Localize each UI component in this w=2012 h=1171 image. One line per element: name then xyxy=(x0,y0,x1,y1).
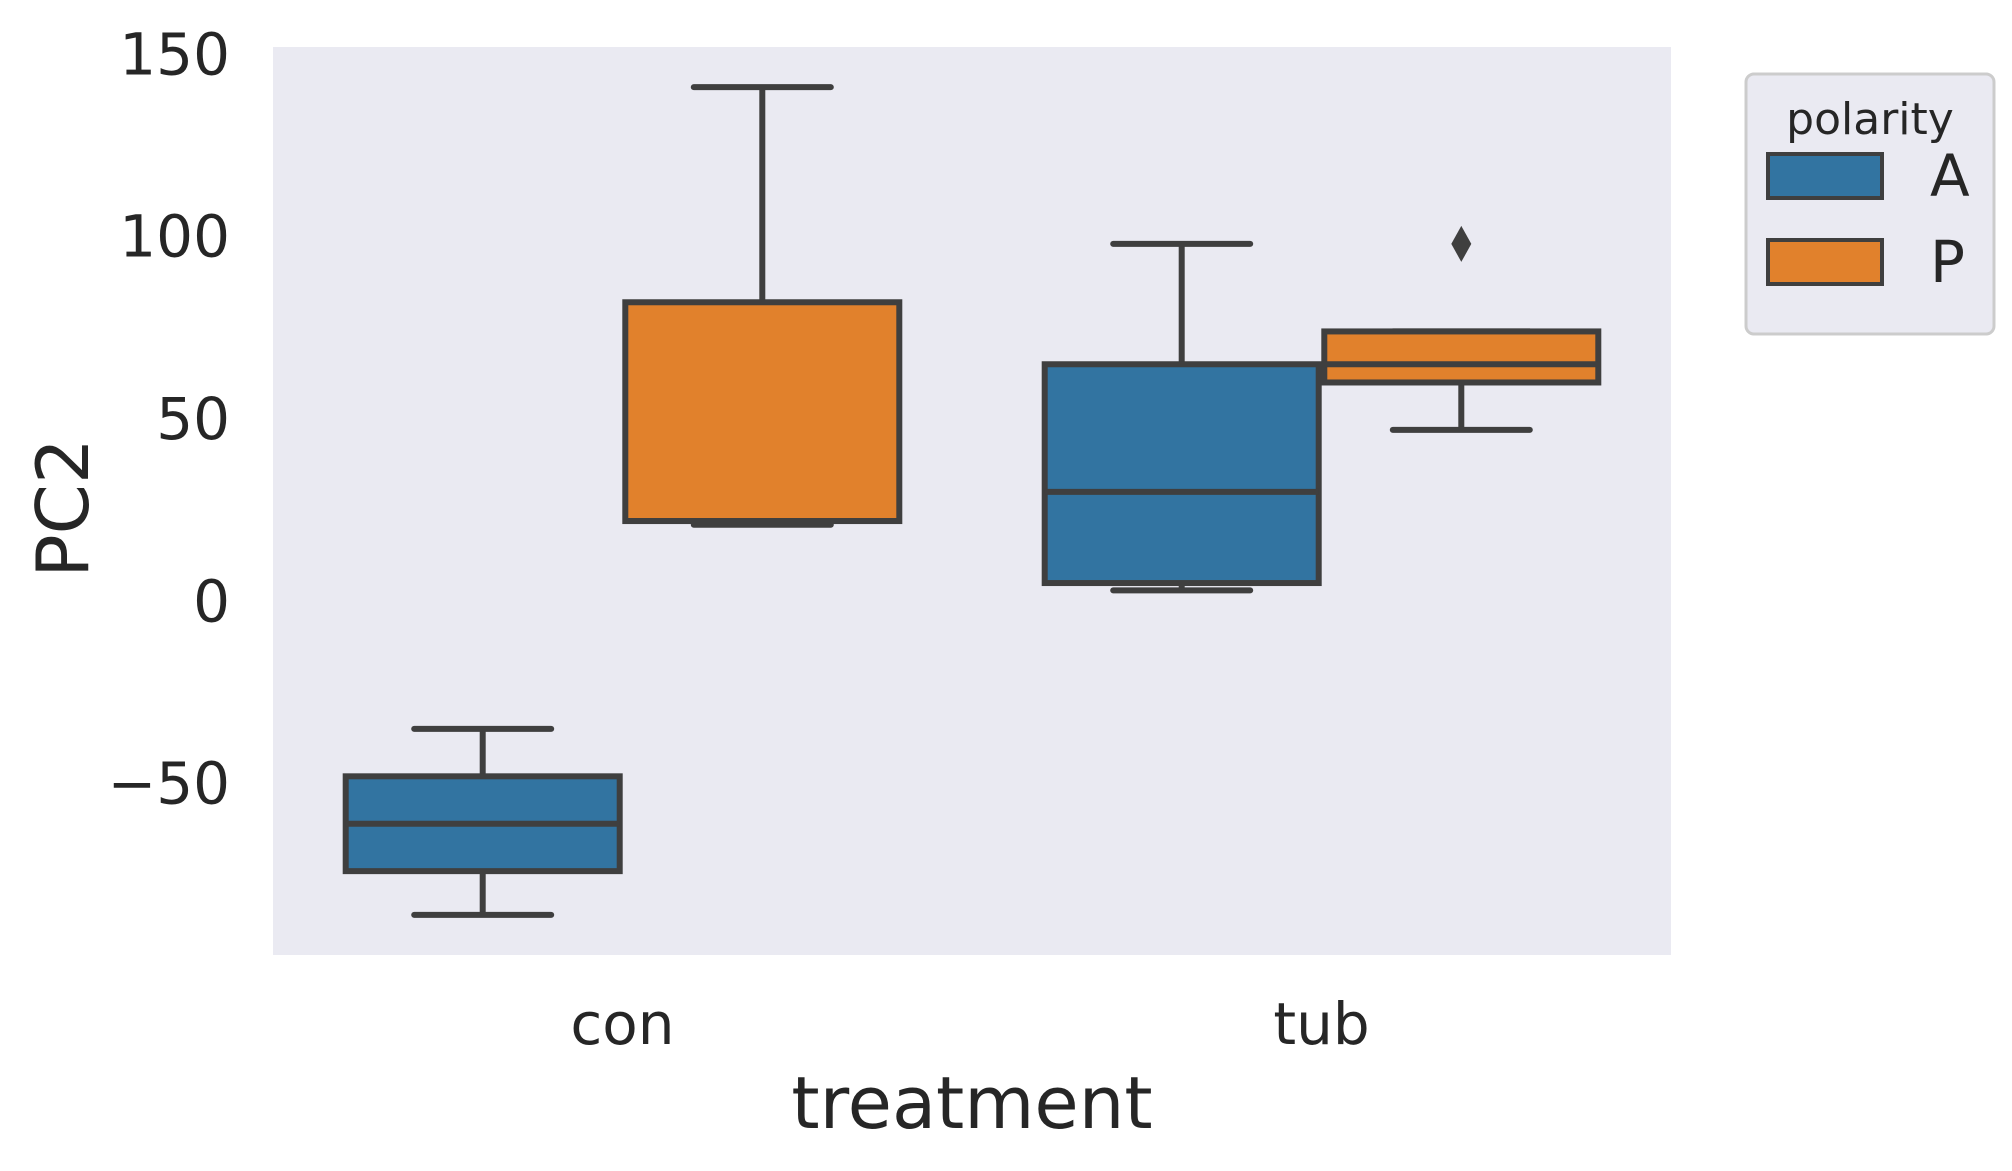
legend-label-A: A xyxy=(1930,142,1970,210)
y-tick-labels: 150 100 50 0 −50 xyxy=(108,20,230,817)
y-axis-title: PC2 xyxy=(21,438,105,578)
y-tick-label: 0 xyxy=(193,567,230,635)
legend-entries: AP xyxy=(1766,142,1970,296)
legend-swatch-A xyxy=(1766,152,1884,200)
box-body xyxy=(622,299,903,525)
y-tick-label: 100 xyxy=(119,203,230,271)
box-A-con xyxy=(342,725,623,918)
boxes-layer xyxy=(342,84,1602,918)
outlier-point xyxy=(1451,225,1472,262)
legend-title: polarity xyxy=(1786,94,1954,145)
legend-label-P: P xyxy=(1930,228,1965,296)
box-P-con xyxy=(622,84,903,528)
box-A-tub xyxy=(1041,240,1322,594)
box-body xyxy=(1041,361,1322,587)
legend: polarity AP xyxy=(1744,72,1996,336)
legend-swatch-P xyxy=(1766,238,1884,286)
box-body xyxy=(1321,328,1602,386)
y-tick-label: −50 xyxy=(108,750,230,818)
y-tick-label: 50 xyxy=(156,385,230,453)
x-tick-label: con xyxy=(570,990,674,1058)
x-tick-label: tub xyxy=(1273,990,1369,1058)
box-P-tub xyxy=(1321,225,1602,433)
x-tick-labels: con tub xyxy=(570,990,1369,1058)
y-tick-label: 150 xyxy=(119,20,230,88)
x-axis-title: treatment xyxy=(791,1061,1152,1145)
